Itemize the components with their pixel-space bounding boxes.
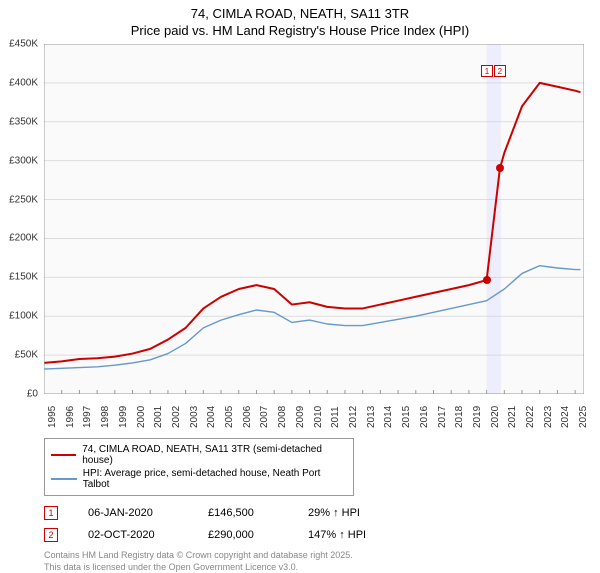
marker-number-box: 2 — [44, 528, 58, 542]
marker-pct: 147% ↑ HPI — [308, 529, 408, 541]
legend-label: HPI: Average price, semi-detached house,… — [83, 468, 347, 490]
x-tick-label: 2018 — [454, 406, 465, 428]
marker-dot-1 — [483, 276, 491, 284]
y-tick-label: £50K — [15, 350, 38, 361]
y-tick-label: £350K — [9, 116, 38, 127]
x-tick-label: 2007 — [259, 406, 270, 428]
y-tick-label: £300K — [9, 155, 38, 166]
x-tick-label: 2020 — [490, 406, 501, 428]
legend-label: 74, CIMLA ROAD, NEATH, SA11 3TR (semi-de… — [82, 444, 347, 466]
x-tick-label: 2005 — [224, 406, 235, 428]
x-tick-label: 2001 — [153, 406, 164, 428]
marker-flag-1: 1 — [481, 65, 493, 77]
y-tick-label: £200K — [9, 233, 38, 244]
plot-svg — [44, 44, 584, 394]
x-tick-label: 2011 — [330, 406, 341, 428]
marker-price: £146,500 — [208, 507, 278, 519]
marker-table: 1 06-JAN-2020 £146,500 29% ↑ HPI 2 02-OCT-202… — [44, 502, 600, 546]
chart-title: 74, CIMLA ROAD, NEATH, SA11 3TR Price pa… — [0, 0, 600, 40]
x-tick-label: 2008 — [277, 406, 288, 428]
x-tick-label: 2000 — [136, 406, 147, 428]
x-tick-label: 2010 — [313, 406, 324, 428]
x-tick-label: 2017 — [437, 406, 448, 428]
x-tick-label: 1997 — [82, 406, 93, 428]
x-tick-label: 2013 — [366, 406, 377, 428]
y-tick-label: £250K — [9, 194, 38, 205]
title-subtitle: Price paid vs. HM Land Registry's House … — [0, 23, 600, 38]
y-tick-label: £400K — [9, 77, 38, 88]
x-tick-label: 2002 — [171, 406, 182, 428]
marker-table-row: 2 02-OCT-2020 £290,000 147% ↑ HPI — [44, 524, 600, 546]
x-tick-label: 2004 — [206, 406, 217, 428]
x-tick-label: 2006 — [242, 406, 253, 428]
x-tick-label: 2025 — [578, 406, 589, 428]
x-tick-label: 2014 — [383, 406, 394, 428]
marker-number-box: 1 — [44, 506, 58, 520]
x-tick-label: 2015 — [401, 406, 412, 428]
x-axis: 1995 1996 1997 1998 1999 2000 2001 2002 2003 2004… — [44, 398, 584, 438]
marker-price: £290,000 — [208, 529, 278, 541]
y-tick-label: £100K — [9, 311, 38, 322]
attribution: Contains HM Land Registry data © Crown c… — [44, 550, 600, 573]
x-tick-label: 2021 — [507, 406, 518, 428]
legend-swatch — [51, 478, 77, 479]
legend-item: HPI: Average price, semi-detached house,… — [51, 467, 347, 491]
title-address: 74, CIMLA ROAD, NEATH, SA11 3TR — [0, 6, 600, 21]
x-tick-label: 1999 — [118, 406, 129, 428]
x-tick-label: 1998 — [100, 406, 111, 428]
legend: 74, CIMLA ROAD, NEATH, SA11 3TR (semi-de… — [44, 438, 354, 496]
legend-swatch — [51, 454, 76, 456]
y-tick-label: £0 — [27, 389, 38, 400]
x-tick-label: 2019 — [472, 406, 483, 428]
x-tick-label: 2023 — [543, 406, 554, 428]
x-tick-label: 1996 — [65, 406, 76, 428]
x-tick-label: 2022 — [525, 406, 536, 428]
marker-dot-2 — [496, 164, 504, 172]
x-tick-label: 2012 — [348, 406, 359, 428]
x-tick-label: 2016 — [419, 406, 430, 428]
marker-date: 02-OCT-2020 — [88, 529, 178, 541]
x-tick-label: 2003 — [189, 406, 200, 428]
y-tick-label: £150K — [9, 272, 38, 283]
marker-pct: 29% ↑ HPI — [308, 507, 408, 519]
attribution-line2: This data is licensed under the Open Gov… — [44, 562, 600, 573]
x-tick-label: 2009 — [295, 406, 306, 428]
marker-date: 06-JAN-2020 — [88, 507, 178, 519]
marker-flag-2: 2 — [494, 65, 506, 77]
marker-table-row: 1 06-JAN-2020 £146,500 29% ↑ HPI — [44, 502, 600, 524]
y-tick-label: £450K — [9, 39, 38, 50]
y-axis: £0£50K£100K£150K£200K£250K£300K£350K£400… — [0, 44, 40, 394]
chart-area: £0£50K£100K£150K£200K£250K£300K£350K£400… — [44, 44, 584, 394]
x-tick-label: 1995 — [47, 406, 58, 428]
legend-item: 74, CIMLA ROAD, NEATH, SA11 3TR (semi-de… — [51, 443, 347, 467]
x-tick-label: 2024 — [560, 406, 571, 428]
